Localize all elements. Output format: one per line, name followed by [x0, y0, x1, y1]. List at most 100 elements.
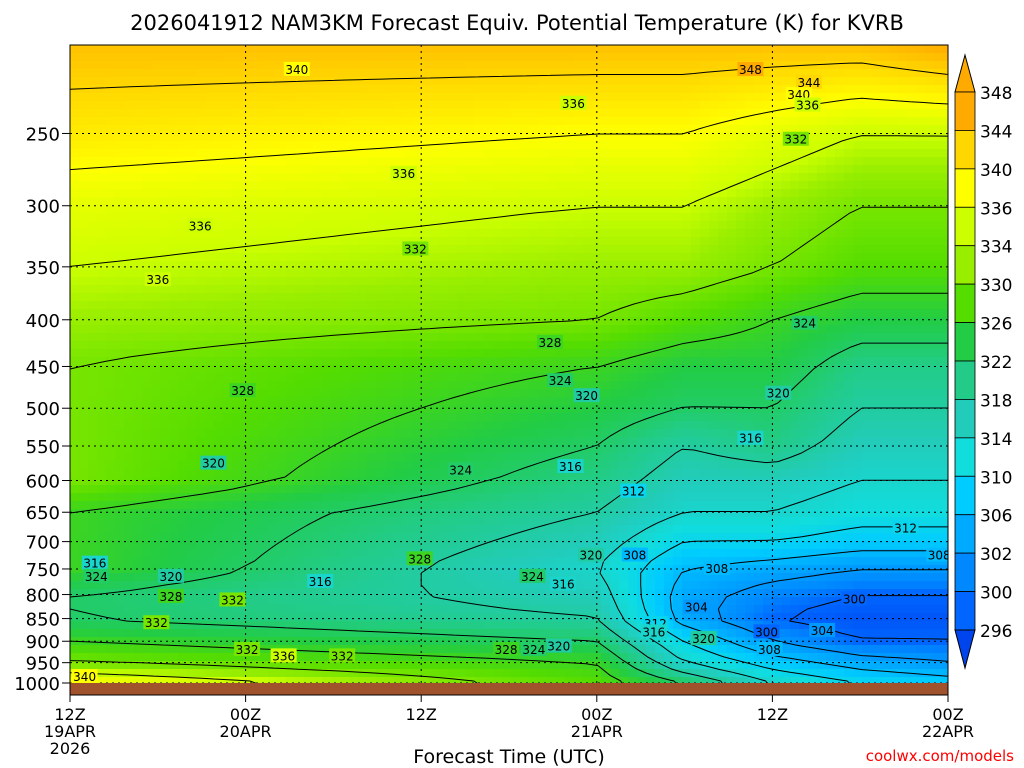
field-cell [160, 197, 170, 206]
field-cell [745, 285, 755, 294]
field-cell [493, 349, 503, 358]
field-cell [574, 189, 584, 198]
field-cell [151, 85, 161, 94]
field-cell [466, 397, 476, 406]
field-cell [142, 181, 152, 190]
field-cell [250, 277, 260, 286]
field-cell [844, 293, 854, 302]
field-cell [205, 437, 215, 446]
field-cell [133, 365, 143, 374]
field-cell [286, 405, 296, 414]
field-cell [655, 109, 665, 118]
field-cell [358, 157, 368, 166]
field-cell [466, 365, 476, 374]
field-cell [547, 221, 557, 230]
field-cell [943, 53, 948, 62]
field-cell [862, 125, 872, 134]
field-cell [457, 429, 467, 438]
field-cell [754, 213, 764, 222]
field-cell [664, 309, 674, 318]
field-cell [511, 309, 521, 318]
field-cell [151, 381, 161, 390]
field-cell [853, 45, 863, 54]
field-cell [916, 253, 926, 262]
field-cell [889, 285, 899, 294]
field-cell [934, 237, 944, 246]
field-cell [547, 397, 557, 406]
field-cell [421, 53, 431, 62]
field-cell [241, 213, 251, 222]
field-cell [268, 357, 278, 366]
field-cell [313, 429, 323, 438]
field-cell [466, 389, 476, 398]
field-cell [457, 397, 467, 406]
field-cell [880, 445, 890, 454]
field-cell [349, 93, 359, 102]
field-cell [295, 381, 305, 390]
field-cell [205, 381, 215, 390]
field-cell [277, 357, 287, 366]
field-cell [772, 301, 782, 310]
field-cell [277, 341, 287, 350]
field-cell [178, 53, 188, 62]
field-cell [781, 293, 791, 302]
field-cell [196, 325, 206, 334]
field-cell [457, 349, 467, 358]
field-cell [331, 173, 341, 182]
field-cell [97, 149, 107, 158]
field-cell [943, 349, 948, 358]
field-cell [403, 317, 413, 326]
field-cell [259, 277, 269, 286]
field-cell [538, 381, 548, 390]
field-cell [853, 293, 863, 302]
field-cell [601, 309, 611, 318]
field-cell [691, 61, 701, 70]
field-cell [79, 189, 89, 198]
field-cell [610, 413, 620, 422]
field-cell [160, 109, 170, 118]
field-cell [844, 157, 854, 166]
field-cell [655, 341, 665, 350]
field-cell [871, 189, 881, 198]
field-cell [286, 373, 296, 382]
field-cell [628, 253, 638, 262]
field-cell [817, 389, 827, 398]
field-cell [322, 109, 332, 118]
field-cell [259, 173, 269, 182]
field-cell [925, 149, 935, 158]
field-cell [565, 237, 575, 246]
field-cell [187, 229, 197, 238]
field-cell [430, 349, 440, 358]
field-cell [763, 221, 773, 230]
field-cell [673, 77, 683, 86]
field-cell [376, 429, 386, 438]
field-cell [286, 365, 296, 374]
field-cell [655, 381, 665, 390]
field-cell [565, 309, 575, 318]
field-cell [880, 381, 890, 390]
field-cell [835, 85, 845, 94]
field-cell [151, 221, 161, 230]
field-cell [880, 141, 890, 150]
field-cell [349, 293, 359, 302]
field-cell [205, 61, 215, 70]
field-cell [916, 53, 926, 62]
field-cell [115, 245, 125, 254]
field-cell [322, 277, 332, 286]
field-cell [70, 69, 80, 78]
field-cell [907, 405, 917, 414]
field-cell [430, 149, 440, 158]
field-cell [196, 149, 206, 158]
field-cell [241, 445, 251, 454]
field-cell [934, 365, 944, 374]
field-cell [844, 237, 854, 246]
field-cell [232, 45, 242, 54]
field-cell [898, 245, 908, 254]
field-cell [943, 285, 948, 294]
field-cell [601, 189, 611, 198]
field-cell [241, 117, 251, 126]
field-cell [925, 77, 935, 86]
field-cell [592, 141, 602, 150]
field-cell [232, 445, 242, 454]
field-cell [97, 93, 107, 102]
